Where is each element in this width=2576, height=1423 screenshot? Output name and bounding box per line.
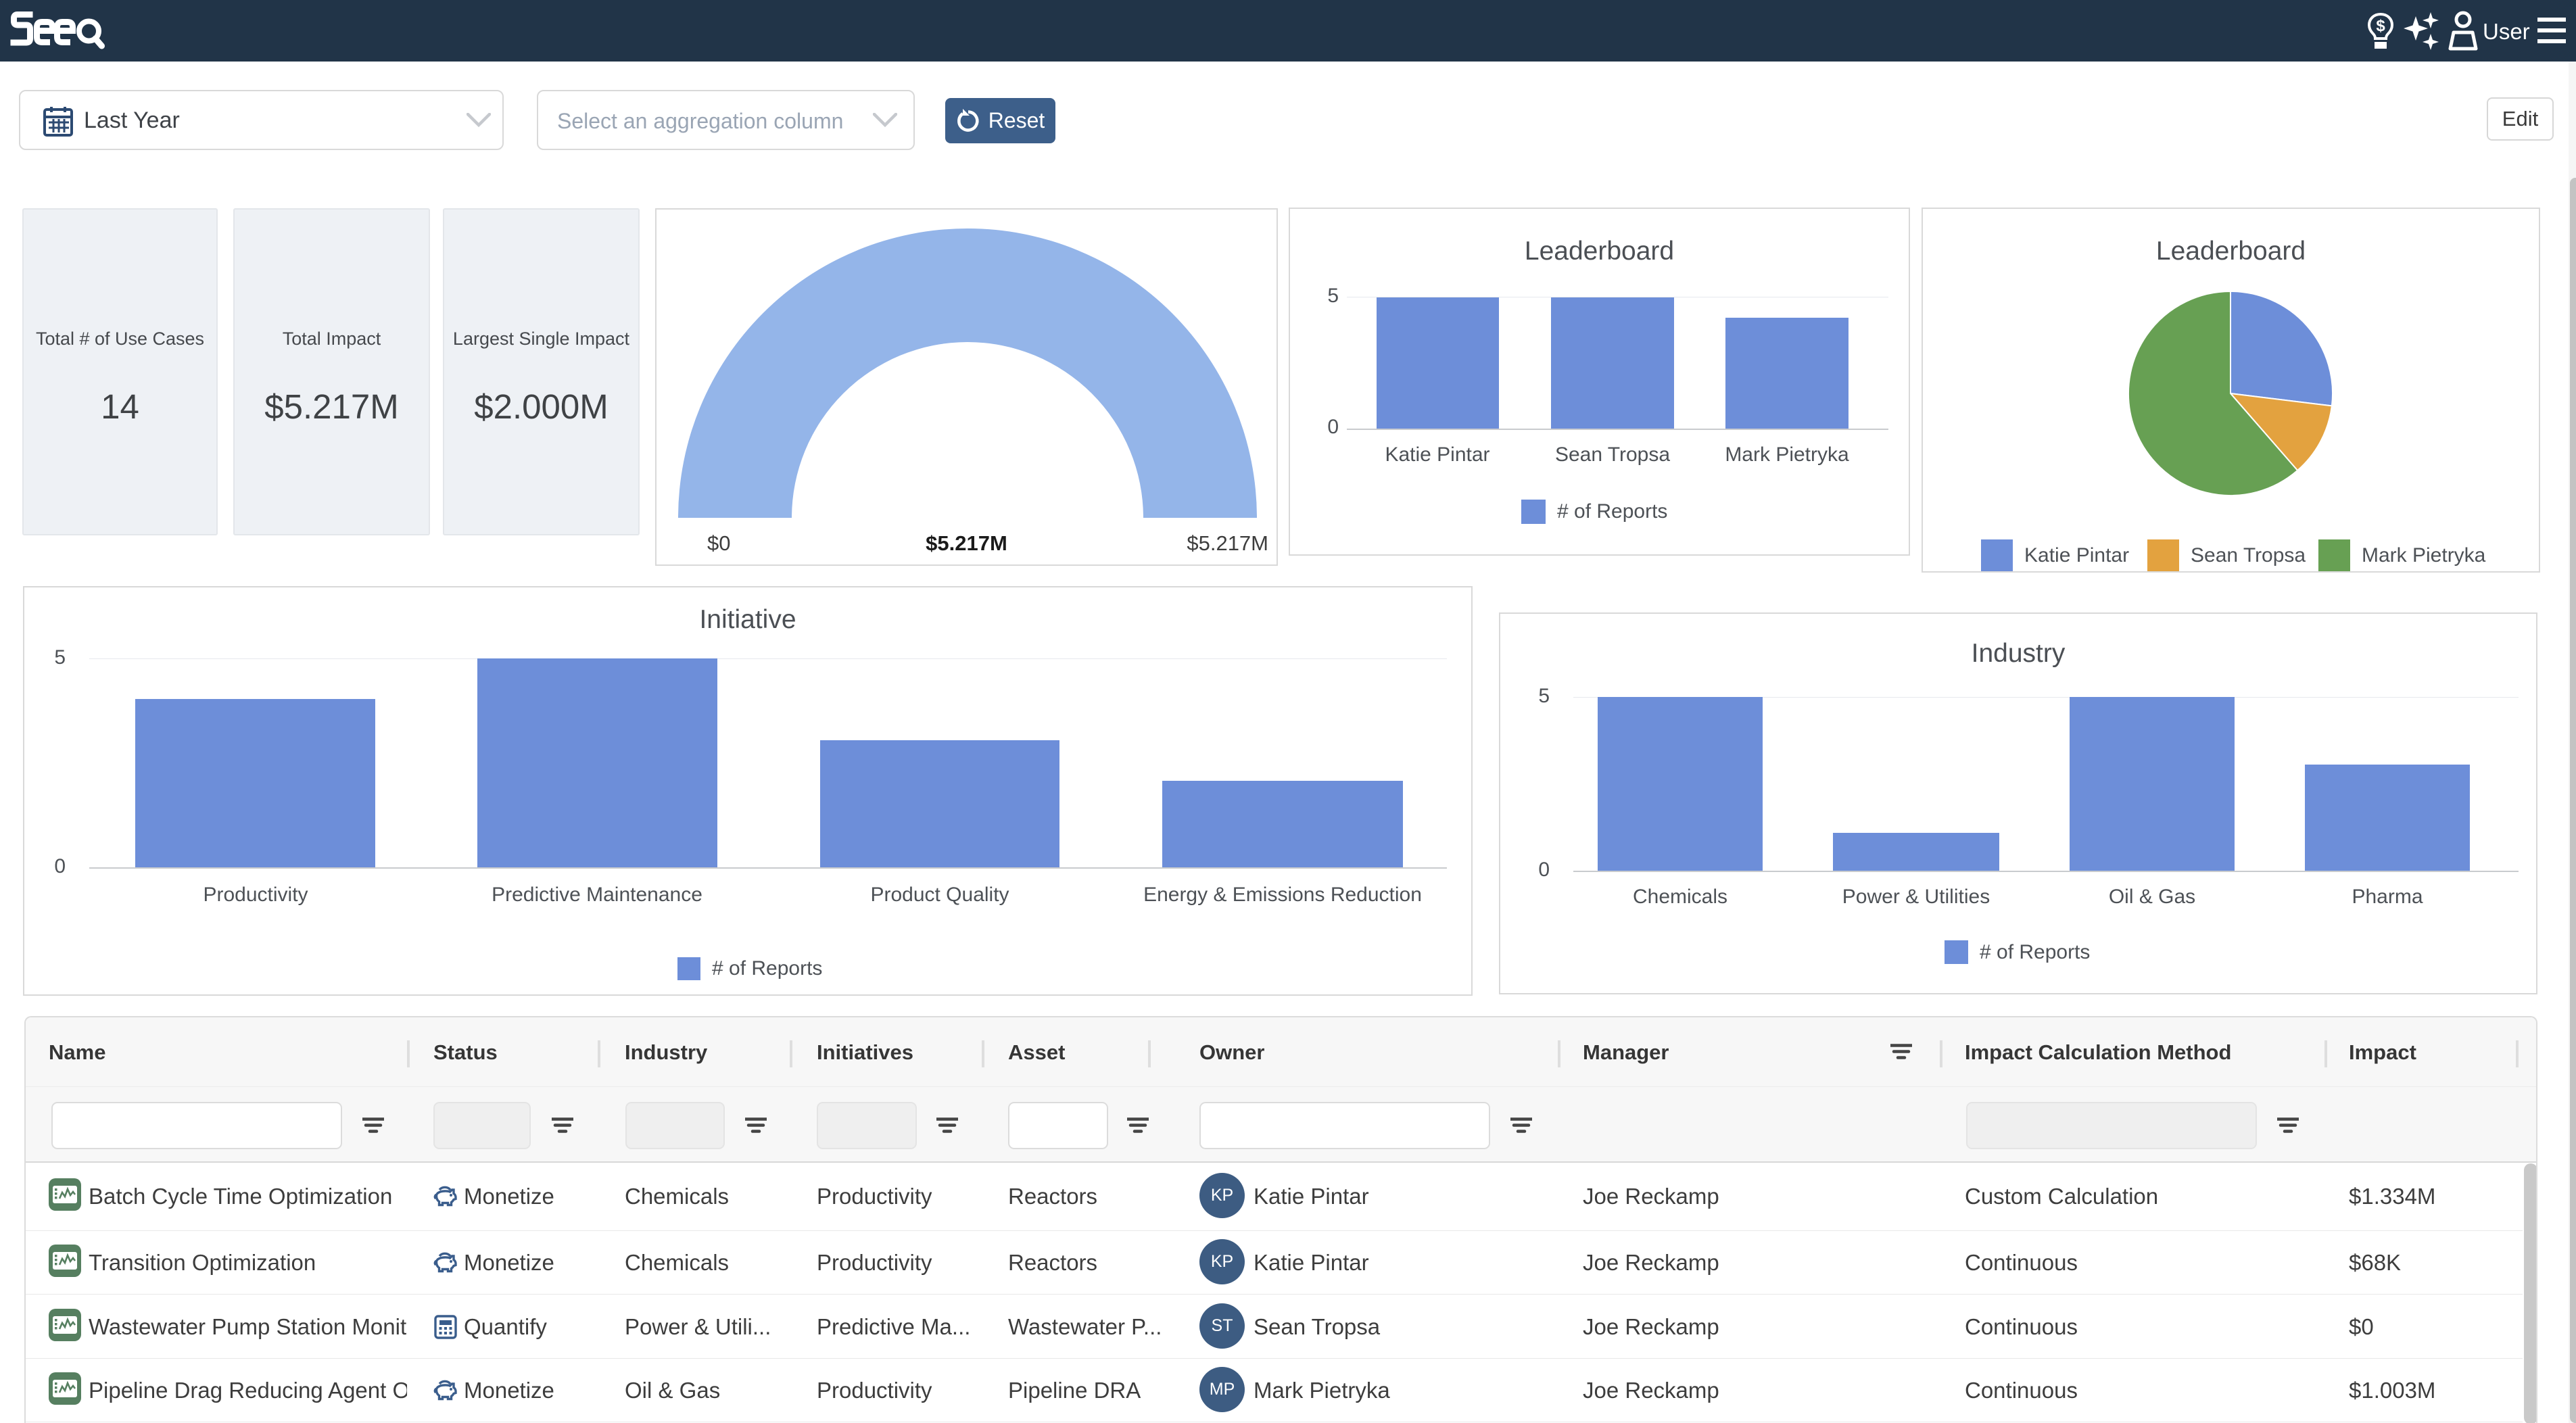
- svg-text:$: $: [2376, 17, 2385, 35]
